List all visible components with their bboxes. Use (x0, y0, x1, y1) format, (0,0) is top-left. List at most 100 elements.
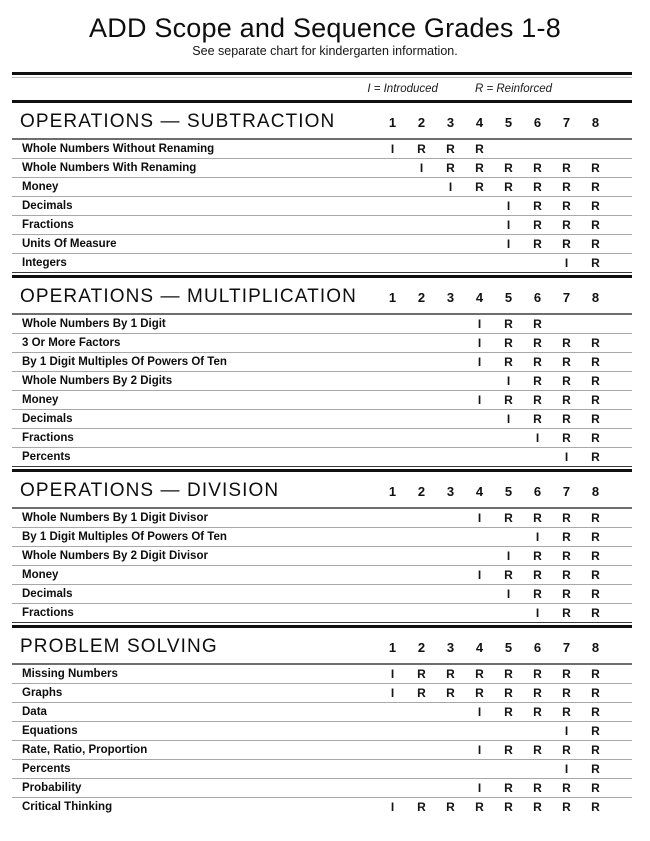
mark-i: I (477, 511, 482, 525)
legend: I = Introduced R = Reinforced (12, 78, 632, 100)
row-label: Fractions (22, 432, 74, 444)
mark-empty (407, 568, 436, 582)
section-title: OPERATIONS — MULTIPLICATION (20, 286, 357, 307)
mark-i: I (506, 587, 511, 601)
mark-empty (436, 336, 465, 350)
mark-i: I (506, 199, 511, 213)
grade-number: 3 (446, 484, 455, 499)
legend-introduced: I = Introduced (367, 83, 438, 95)
mark-r: R (504, 393, 513, 407)
mark-r: R (533, 568, 542, 582)
grade-number: 6 (533, 484, 542, 499)
mark-empty (465, 412, 494, 426)
mark-r: R (446, 142, 455, 156)
mark-empty (378, 743, 407, 757)
row-label: By 1 Digit Multiples Of Powers Of Ten (22, 531, 227, 543)
mark-r: R (591, 686, 600, 700)
mark-r: R (562, 237, 571, 251)
table-row: Equations I R (12, 721, 632, 740)
mark-empty (407, 606, 436, 620)
mark-r: R (591, 530, 600, 544)
row-label: Money (22, 569, 59, 581)
mark-empty (465, 237, 494, 251)
grade-number: 5 (504, 640, 513, 655)
mark-r: R (475, 180, 484, 194)
mark-empty (378, 374, 407, 388)
mark-empty (436, 705, 465, 719)
mark-empty (378, 431, 407, 445)
grade-header-cells: 1 2 3 4 5 6 7 8 (378, 115, 632, 130)
mark-r: R (562, 336, 571, 350)
mark-empty (523, 450, 552, 464)
mark-r: R (591, 743, 600, 757)
section-separator-rule (12, 272, 632, 278)
row-label: Money (22, 181, 59, 193)
mark-r: R (533, 393, 542, 407)
mark-i: I (564, 450, 569, 464)
table-row: Money I R R R R (12, 565, 632, 584)
header-rules: I = Introduced R = Reinforced (12, 72, 632, 103)
mark-r: R (562, 218, 571, 232)
mark-empty (407, 724, 436, 738)
mark-empty (407, 587, 436, 601)
grade-header-cells: 1 2 3 4 5 6 7 8 (378, 640, 632, 655)
mark-r: R (475, 667, 484, 681)
mark-empty (436, 530, 465, 544)
mark-empty (407, 256, 436, 270)
mark-i: I (477, 355, 482, 369)
mark-empty (494, 431, 523, 445)
mark-i: I (477, 781, 482, 795)
mark-i: I (390, 800, 395, 814)
grade-number: 7 (562, 640, 571, 655)
page-subtitle: See separate chart for kindergarten info… (192, 44, 458, 58)
section-title: OPERATIONS — DIVISION (20, 480, 280, 501)
mark-i: I (390, 142, 395, 156)
mark-empty (523, 142, 552, 156)
mark-r: R (562, 355, 571, 369)
mark-empty (436, 317, 465, 331)
mark-empty (581, 142, 610, 156)
row-label: Whole Numbers By 1 Digit Divisor (22, 512, 208, 524)
grade-number: 7 (562, 484, 571, 499)
mark-r: R (562, 161, 571, 175)
grade-number: 1 (388, 290, 397, 305)
legend-bottom-rule (12, 100, 632, 103)
mark-r: R (533, 511, 542, 525)
mark-empty (436, 549, 465, 563)
mark-r: R (562, 606, 571, 620)
mark-r: R (417, 686, 426, 700)
mark-r: R (562, 781, 571, 795)
table-row: Money I R R R R R (12, 177, 632, 196)
mark-empty (407, 237, 436, 251)
section-header-underline (12, 663, 632, 665)
table-row: By 1 Digit Multiples Of Powers Of Ten I R R (12, 527, 632, 546)
mark-empty (436, 568, 465, 582)
mark-r: R (533, 336, 542, 350)
mark-r: R (591, 431, 600, 445)
mark-r: R (591, 705, 600, 719)
mark-i: I (477, 317, 482, 331)
table-row: By 1 Digit Multiples Of Powers Of Ten I R R… (12, 352, 632, 371)
mark-empty (494, 450, 523, 464)
mark-r: R (533, 199, 542, 213)
row-label: Percents (22, 763, 71, 775)
mark-empty (552, 142, 581, 156)
mark-empty (378, 568, 407, 582)
mark-empty (378, 199, 407, 213)
mark-empty (436, 393, 465, 407)
row-label: Decimals (22, 200, 73, 212)
mark-i: I (477, 705, 482, 719)
mark-r: R (533, 355, 542, 369)
mark-r: R (591, 511, 600, 525)
